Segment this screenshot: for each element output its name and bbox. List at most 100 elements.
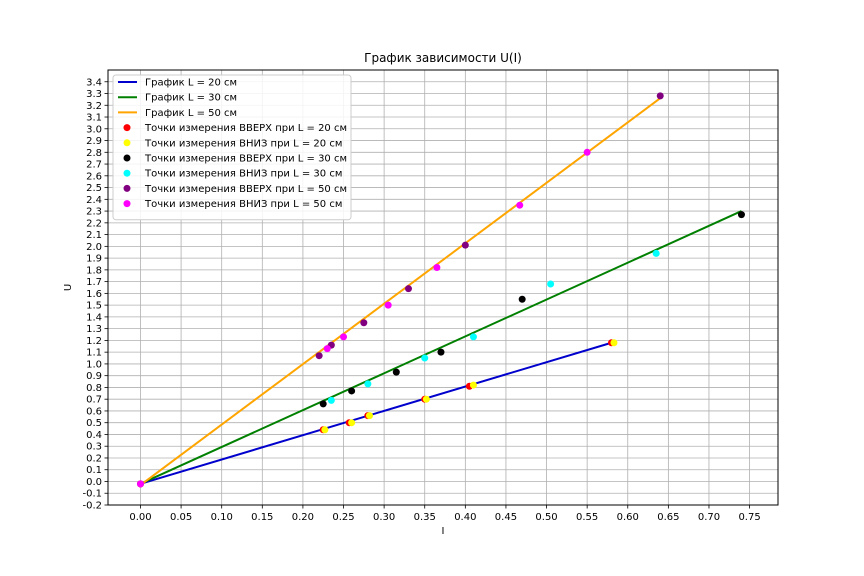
legend: График L = 20 см График L = 30 см График L… — [112, 74, 352, 221]
point-series-5 — [323, 345, 331, 353]
y-tick-label: 3.2 — [86, 101, 102, 112]
y-tick-label: 2.8 — [86, 148, 102, 159]
point-series-3 — [421, 354, 429, 362]
legend-marker-swatch — [123, 139, 131, 147]
legend-marker-swatch — [123, 169, 131, 177]
legend-marker-swatch — [123, 184, 131, 192]
y-tick-label: 0.3 — [86, 442, 102, 453]
y-tick-label: 2.3 — [86, 207, 102, 218]
legend-entry-label: График L = 50 см — [145, 108, 237, 119]
legend-marker-swatch — [123, 154, 131, 162]
legend-entry-label: Точки измерения ВВЕРХ при L = 50 см — [144, 184, 347, 195]
point-series-1 — [422, 395, 430, 403]
fit-line-1 — [140, 210, 742, 485]
point-series-1 — [348, 419, 356, 427]
y-tick-label: 2.4 — [86, 195, 102, 206]
legend-marker-swatch — [123, 124, 131, 132]
y-tick-label: 0.7 — [86, 395, 102, 406]
x-tick-label: 0.45 — [495, 512, 517, 523]
point-series-1 — [469, 381, 477, 389]
x-tick-label: 0.30 — [373, 512, 395, 523]
point-series-3 — [364, 380, 372, 388]
y-tick-label: 2.1 — [86, 230, 102, 241]
legend-entry-label: График L = 20 см — [145, 78, 237, 89]
y-tick-label: 3.1 — [86, 113, 102, 124]
point-series-5 — [340, 333, 348, 341]
point-series-1 — [321, 426, 329, 434]
measurement-points — [136, 92, 745, 488]
y-tick-label: 1.0 — [86, 359, 102, 370]
y-tick-label: 2.7 — [86, 160, 102, 171]
fit-line-2 — [139, 97, 661, 486]
y-tick-label: 1.8 — [86, 265, 102, 276]
x-tick-label: 0.75 — [738, 512, 760, 523]
y-tick-label: 0.1 — [86, 465, 102, 476]
point-series-5 — [583, 148, 591, 156]
y-tick-label: 0.5 — [86, 418, 102, 429]
legend-entry-label: График L = 30 см — [145, 93, 237, 104]
legend-entry-label: Точки измерения ВВЕРХ при L = 30 см — [144, 154, 347, 165]
y-tick-label: -0.2 — [82, 501, 102, 512]
point-series-3 — [652, 249, 660, 257]
y-tick-label: 1.6 — [86, 289, 102, 300]
y-tick-label: 2.5 — [86, 183, 102, 194]
y-tick-label: 1.1 — [86, 348, 102, 359]
point-series-4 — [404, 285, 412, 293]
y-tick-label: 2.0 — [86, 242, 102, 253]
x-tick-label: 0.15 — [251, 512, 273, 523]
legend-entry-label: Точки измерения ВНИЗ при L = 50 см — [144, 199, 342, 210]
x-tick-label: 0.10 — [211, 512, 233, 523]
plot-frame — [107, 69, 779, 506]
axis-ticks: 0.00 0.05 0.10 0.15 0.20 0.25 0.30 0.35 0.40 0.45… — [82, 77, 760, 523]
y-tick-label: 0.9 — [86, 371, 102, 382]
point-series-3 — [547, 280, 555, 288]
y-tick-label: 0.8 — [86, 383, 102, 394]
legend-entry-label: Точки измерения ВНИЗ при L = 30 см — [144, 169, 342, 180]
y-tick-label: 2.9 — [86, 136, 102, 147]
x-tick-label: 0.60 — [617, 512, 639, 523]
point-series-4 — [360, 319, 368, 327]
x-tick-label: 0.40 — [454, 512, 476, 523]
point-series-5 — [516, 201, 524, 209]
point-series-2 — [437, 348, 445, 356]
point-series-3 — [327, 396, 335, 404]
y-tick-label: 0.4 — [86, 430, 102, 441]
x-tick-label: 0.05 — [170, 512, 192, 523]
point-series-2 — [518, 295, 526, 303]
y-tick-label: -0.1 — [82, 489, 102, 500]
point-series-3 — [469, 333, 477, 341]
x-tick-label: 0.20 — [292, 512, 314, 523]
point-series-2 — [319, 400, 327, 408]
y-tick-label: 1.3 — [86, 324, 102, 335]
x-tick-label: 0.35 — [414, 512, 436, 523]
y-tick-label: 1.2 — [86, 336, 102, 347]
fit-lines — [139, 97, 742, 486]
point-series-4 — [461, 241, 469, 249]
y-tick-label: 0.2 — [86, 453, 102, 464]
point-series-4 — [656, 92, 664, 100]
x-axis-label: I — [442, 526, 445, 537]
legend-marker-swatch — [123, 200, 131, 208]
point-series-1 — [366, 412, 374, 420]
y-tick-label: 1.4 — [86, 312, 102, 323]
chart-title: График зависимости U(I) — [364, 51, 522, 65]
y-tick-label: 2.6 — [86, 171, 102, 182]
legend-entry-label: Точки измерения ВНИЗ при L = 20 см — [144, 138, 342, 149]
x-tick-label: 0.70 — [698, 512, 720, 523]
y-tick-label: 0.6 — [86, 406, 102, 417]
x-tick-label: 0.00 — [129, 512, 151, 523]
x-tick-label: 0.65 — [657, 512, 679, 523]
fit-line-0 — [140, 341, 612, 485]
point-series-2 — [737, 211, 745, 219]
x-tick-label: 0.50 — [535, 512, 557, 523]
point-series-2 — [392, 368, 400, 376]
y-tick-label: 1.9 — [86, 254, 102, 265]
point-series-5 — [136, 480, 144, 488]
y-axis-label: U — [63, 284, 74, 291]
y-tick-label: 1.5 — [86, 301, 102, 312]
y-tick-label: 1.7 — [86, 277, 102, 288]
x-tick-label: 0.25 — [332, 512, 354, 523]
y-tick-label: 3.3 — [86, 89, 102, 100]
y-tick-label: 3.4 — [86, 77, 102, 88]
